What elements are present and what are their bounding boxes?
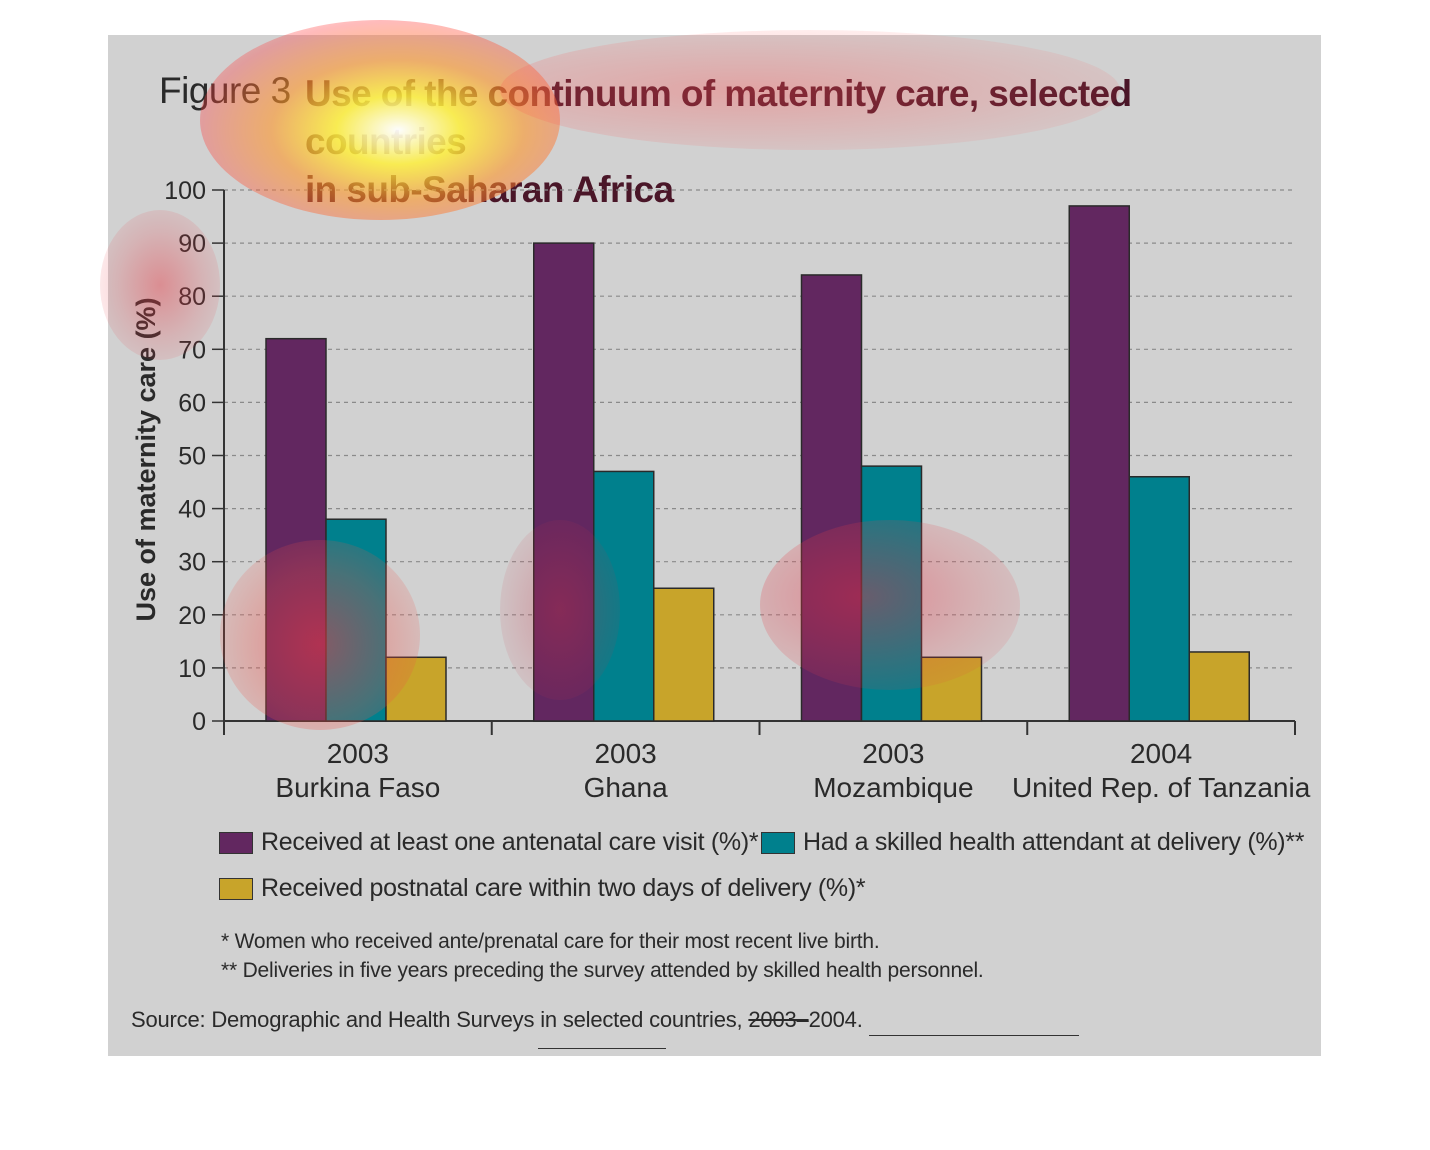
bar — [920, 656, 983, 722]
underline-mark — [869, 1035, 1079, 1036]
legend-label-postnatal: Received postnatal care within two days … — [261, 874, 866, 902]
x-tick-label-year: 2003 — [327, 738, 389, 769]
bar — [385, 656, 447, 722]
y-tick-label: 10 — [178, 655, 206, 683]
y-tick-label: 50 — [178, 443, 206, 471]
y-tick-label: 80 — [178, 283, 206, 311]
bar — [325, 518, 387, 722]
underline-mark — [538, 1048, 666, 1049]
source-suffix: 2004. — [808, 1007, 863, 1032]
footnote-1: * Women who received ante/prenatal care … — [221, 930, 880, 953]
legend-label-skilled-attendant: Had a skilled health attendant at delive… — [803, 828, 1305, 856]
legend-item-antenatal: Received at least one antenatal care vis… — [219, 828, 759, 857]
bar — [593, 470, 655, 722]
x-tick-label-year: 2004 — [1130, 738, 1192, 769]
x-tick-label-country: Ghana — [584, 772, 668, 803]
bar — [653, 587, 715, 722]
bar — [1068, 205, 1130, 722]
y-tick-label: 100 — [164, 177, 206, 205]
bar — [1128, 475, 1190, 722]
y-tick-label: 0 — [192, 708, 206, 736]
legend-label-antenatal: Received at least one antenatal care vis… — [261, 828, 759, 856]
legend-swatch-postnatal — [219, 877, 253, 900]
y-tick-label: 90 — [178, 230, 206, 258]
footnote-2: ** Deliveries in five years preceding th… — [221, 959, 984, 982]
y-axis-label: Use of maternity care (%) — [131, 297, 161, 621]
x-tick-label-year: 2003 — [862, 738, 924, 769]
source-struck-years: 2003– — [748, 1007, 809, 1032]
bar — [533, 242, 595, 722]
legend-item-skilled-attendant: Had a skilled health attendant at delive… — [761, 828, 1304, 857]
y-tick-label: 60 — [178, 389, 206, 417]
y-tick-label: 70 — [178, 336, 206, 364]
y-tick-label: 20 — [178, 602, 206, 630]
x-tick-label-country: Mozambique — [813, 772, 973, 803]
legend-swatch-antenatal — [219, 831, 253, 854]
source-note: Source: Demographic and Health Surveys i… — [131, 1007, 863, 1033]
legend-item-postnatal: Received postnatal care within two days … — [219, 874, 866, 903]
x-tick-label-year: 2003 — [594, 738, 656, 769]
bar — [1188, 651, 1250, 722]
x-tick-label-country: Burkina Faso — [275, 772, 440, 803]
y-tick-label: 40 — [178, 496, 206, 524]
x-tick-label-country: United Rep. of Tanzania — [1012, 772, 1311, 803]
source-prefix: Source: Demographic and Health Surveys i… — [131, 1007, 749, 1032]
bar — [860, 465, 923, 722]
bar — [265, 337, 327, 722]
bar — [800, 274, 863, 722]
y-tick-label: 30 — [178, 549, 206, 577]
legend-swatch-skilled-attendant — [761, 831, 795, 854]
